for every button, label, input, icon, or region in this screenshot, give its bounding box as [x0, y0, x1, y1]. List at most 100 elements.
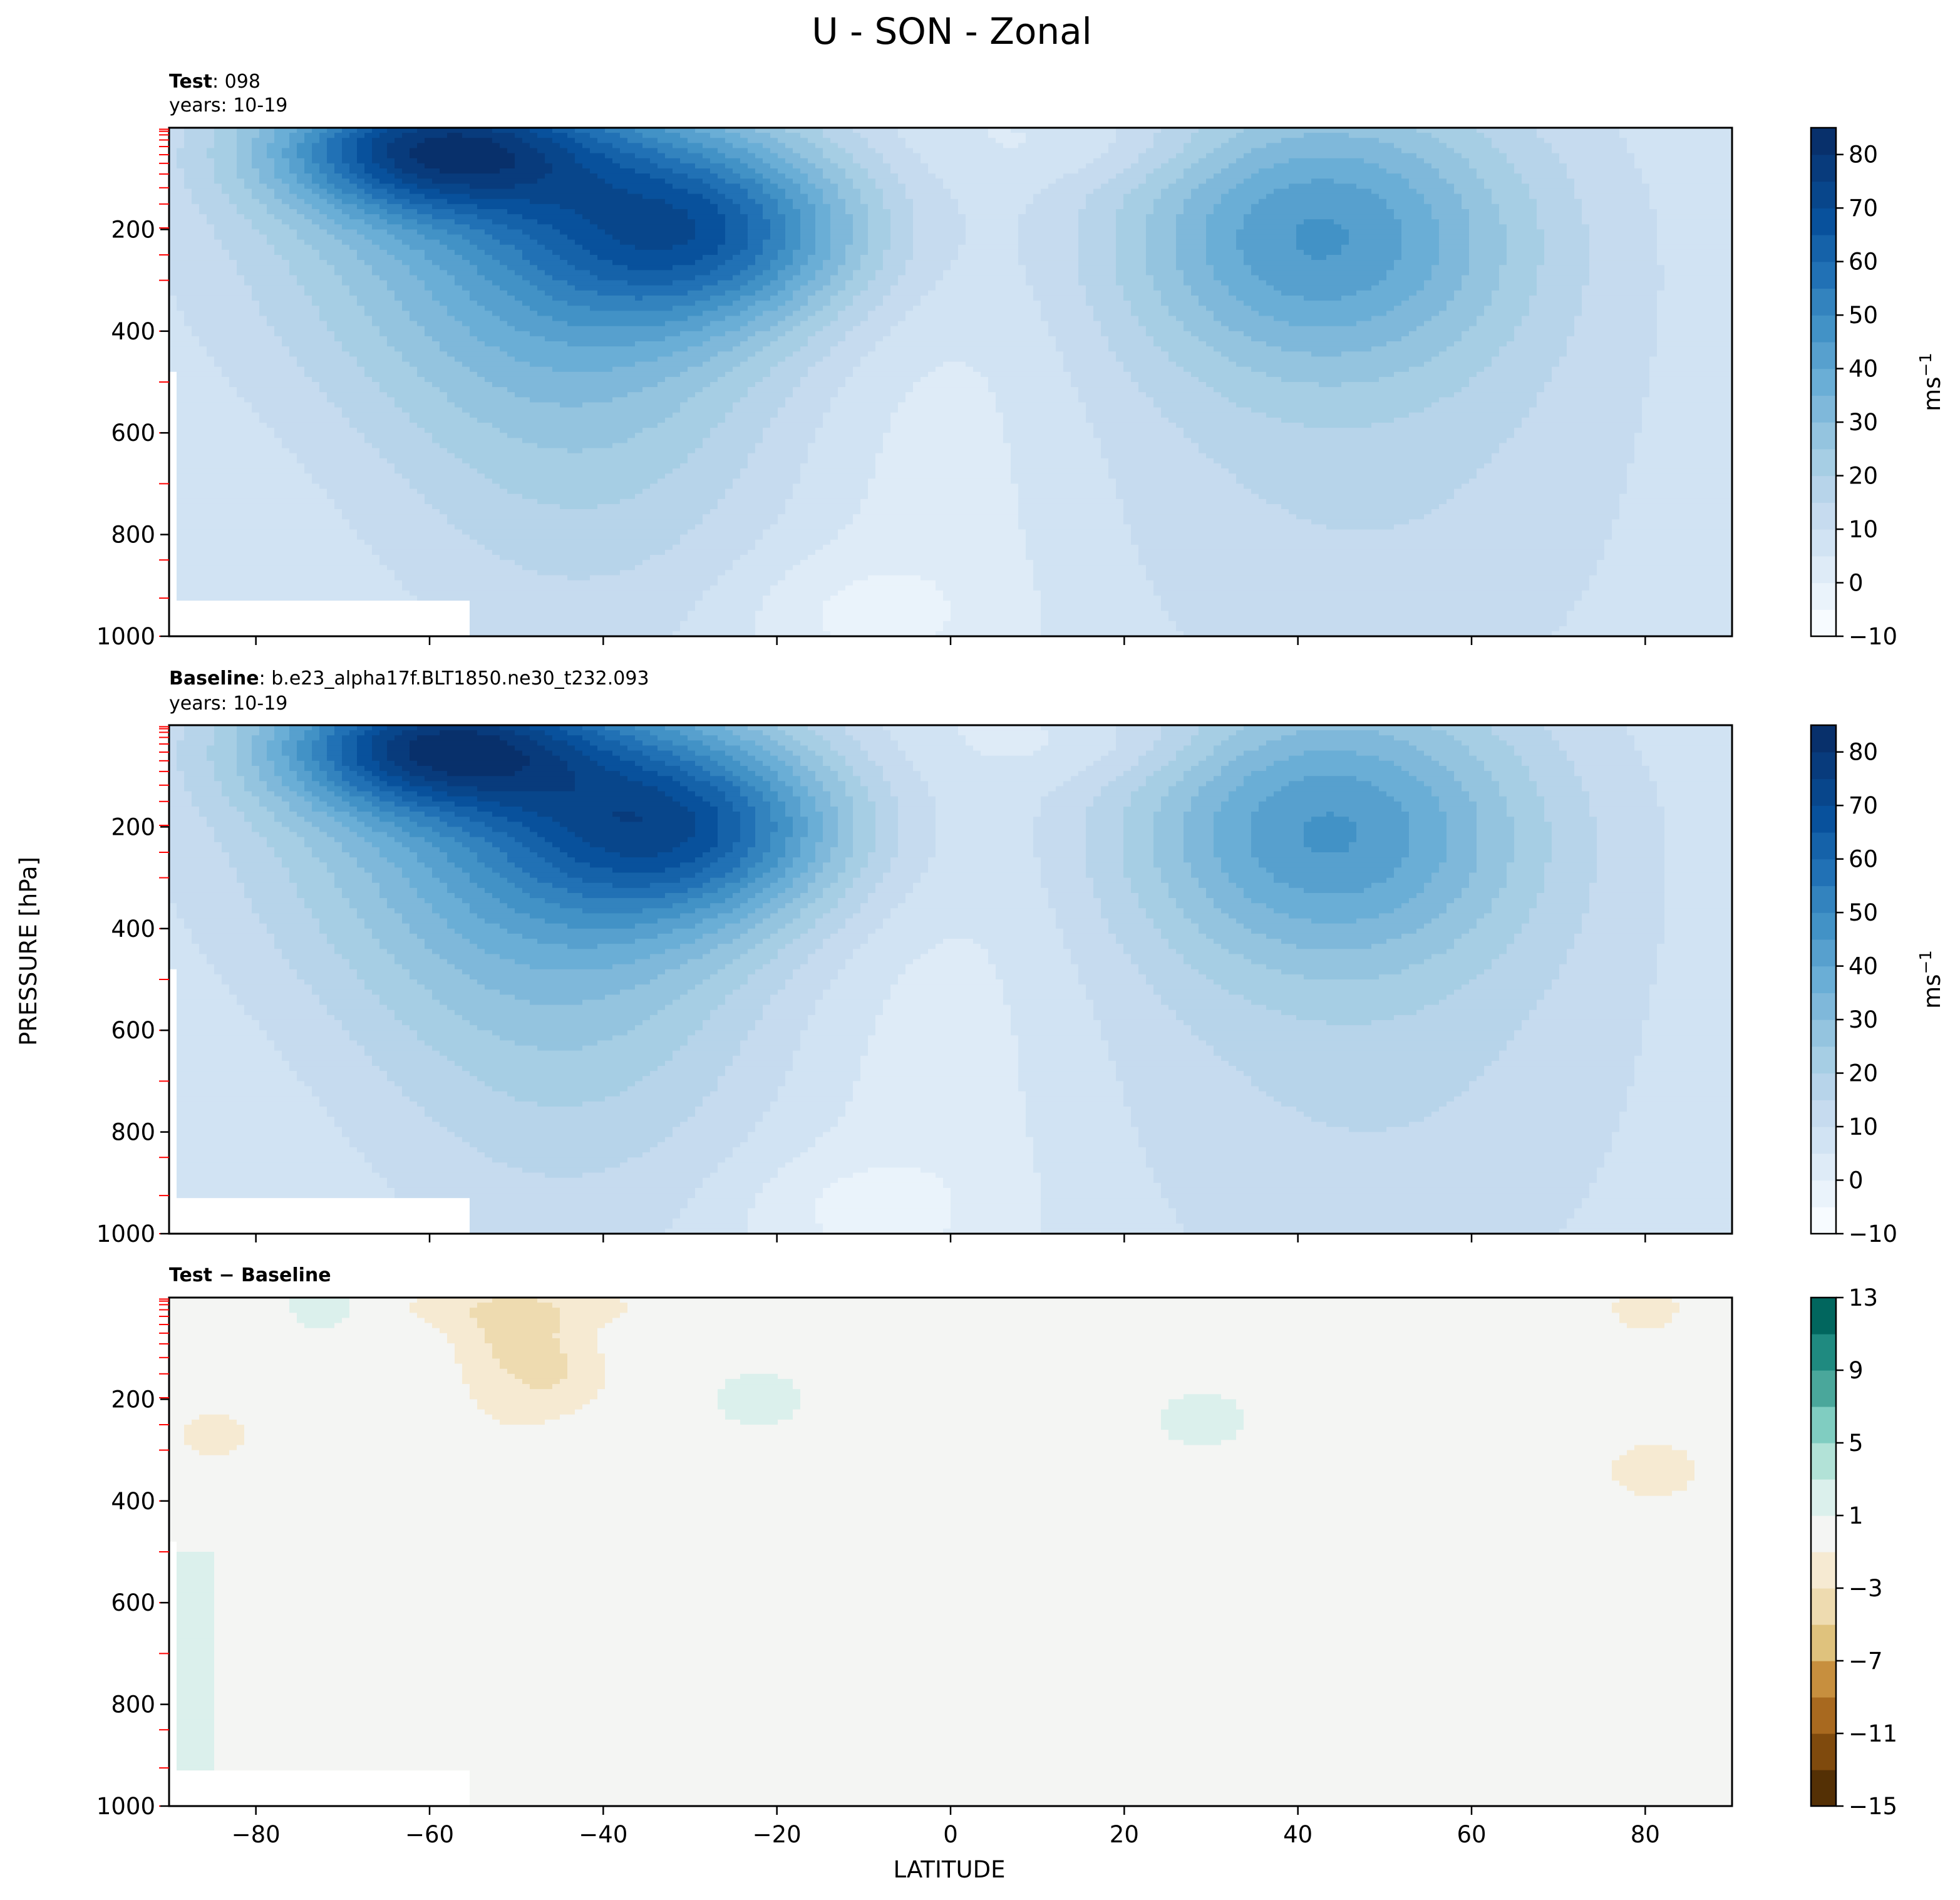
contour-cell — [229, 463, 237, 469]
contour-cell — [244, 514, 252, 520]
contour-cell — [199, 438, 207, 443]
contour-cell — [274, 596, 282, 601]
contour-cell — [274, 570, 282, 576]
figure: U - SON - Zonal PRESSURE [hPa] LATITUDE … — [0, 0, 1960, 1900]
contour-cell — [207, 535, 215, 540]
contour-cell — [199, 270, 207, 276]
contour-cell — [222, 509, 230, 515]
contour-cell — [229, 570, 237, 576]
contour-cell — [192, 576, 200, 581]
contour-cell — [214, 265, 222, 271]
contour-cell — [229, 560, 237, 565]
contour-cell — [259, 219, 267, 225]
contour-cell — [282, 168, 290, 174]
contour-cell — [237, 570, 245, 576]
contour-cell — [289, 438, 297, 443]
contour-cell — [267, 372, 275, 378]
panel-test-contours — [169, 128, 1733, 637]
contour-cell — [214, 586, 222, 591]
contour-cell — [289, 219, 297, 225]
contour-cell — [207, 545, 215, 550]
contour-cell — [252, 392, 260, 398]
contour-cell — [192, 458, 200, 464]
contour-cell — [297, 367, 305, 373]
contour-cell — [184, 270, 192, 276]
contour-cell — [169, 158, 177, 164]
contour-cell — [244, 346, 252, 352]
contour-cell — [214, 621, 222, 627]
contour-cell — [237, 321, 245, 327]
contour-cell — [169, 545, 177, 550]
contour-cell — [267, 199, 275, 205]
contour-cell — [229, 351, 237, 357]
contour-cell — [222, 235, 230, 240]
contour-cell — [177, 565, 185, 571]
contour-cell — [222, 601, 230, 606]
contour-cell — [289, 188, 297, 194]
contour-cell — [252, 163, 260, 169]
contour-cell — [192, 194, 200, 200]
contour-cell — [274, 616, 282, 622]
contour-cell — [252, 494, 260, 500]
contour-cell — [207, 240, 215, 245]
contour-cell — [214, 199, 222, 205]
contour-cell — [259, 245, 267, 250]
contour-cell — [297, 188, 305, 194]
contour-cell — [177, 448, 185, 454]
contour-cell — [222, 433, 230, 438]
contour-cell — [214, 463, 222, 469]
contour-cell — [267, 219, 275, 225]
contour-cell — [297, 453, 305, 459]
contour-cell — [274, 183, 282, 189]
y-axis-label: PRESSURE [hPa] — [15, 857, 42, 1046]
contour-cell — [289, 275, 297, 281]
contour-cell — [297, 209, 305, 215]
contour-cell — [207, 336, 215, 342]
contour-cell — [222, 494, 230, 500]
contour-cell — [184, 565, 192, 571]
contour-cell — [289, 413, 297, 418]
contour-cell — [229, 504, 237, 510]
contour-cell — [274, 606, 282, 611]
contour-cell — [199, 586, 207, 591]
contour-cell — [207, 296, 215, 301]
contour-cell — [274, 382, 282, 388]
contour-cell — [207, 153, 215, 159]
contour-cell — [237, 153, 245, 159]
contour-cell — [222, 423, 230, 428]
contour-cell — [177, 550, 185, 555]
contour-cell — [207, 143, 215, 148]
contour-cell — [244, 397, 252, 403]
contour-cell — [237, 397, 245, 403]
contour-cell — [207, 463, 215, 469]
contour-cell — [184, 591, 192, 596]
contour-cell — [244, 301, 252, 306]
contour-cell — [207, 311, 215, 316]
contour-cell — [252, 606, 260, 611]
contour-cell — [252, 397, 260, 403]
contour-cell — [252, 331, 260, 337]
contour-cell — [192, 397, 200, 403]
contour-cell — [199, 408, 207, 413]
contour-cell — [199, 616, 207, 622]
contour-cell — [237, 255, 245, 261]
contour-cell — [274, 443, 282, 448]
contour-cell — [214, 255, 222, 261]
contour-cell — [252, 545, 260, 550]
contour-cell — [259, 331, 267, 337]
contour-cell — [177, 570, 185, 576]
contour-cell — [169, 163, 177, 169]
contour-cell — [282, 138, 290, 143]
contour-cell — [199, 321, 207, 327]
contour-cell — [192, 336, 200, 342]
contour-cell — [177, 138, 185, 143]
contour-cell — [222, 576, 230, 581]
contour-cell — [222, 581, 230, 586]
contour-cell — [274, 428, 282, 433]
contour-cell — [237, 438, 245, 443]
panel-test-subtitle: years: 10-19 — [169, 95, 287, 116]
contour-cell — [207, 387, 215, 393]
contour-cell — [177, 255, 185, 261]
contour-cell — [229, 545, 237, 550]
contour-cell — [214, 555, 222, 560]
